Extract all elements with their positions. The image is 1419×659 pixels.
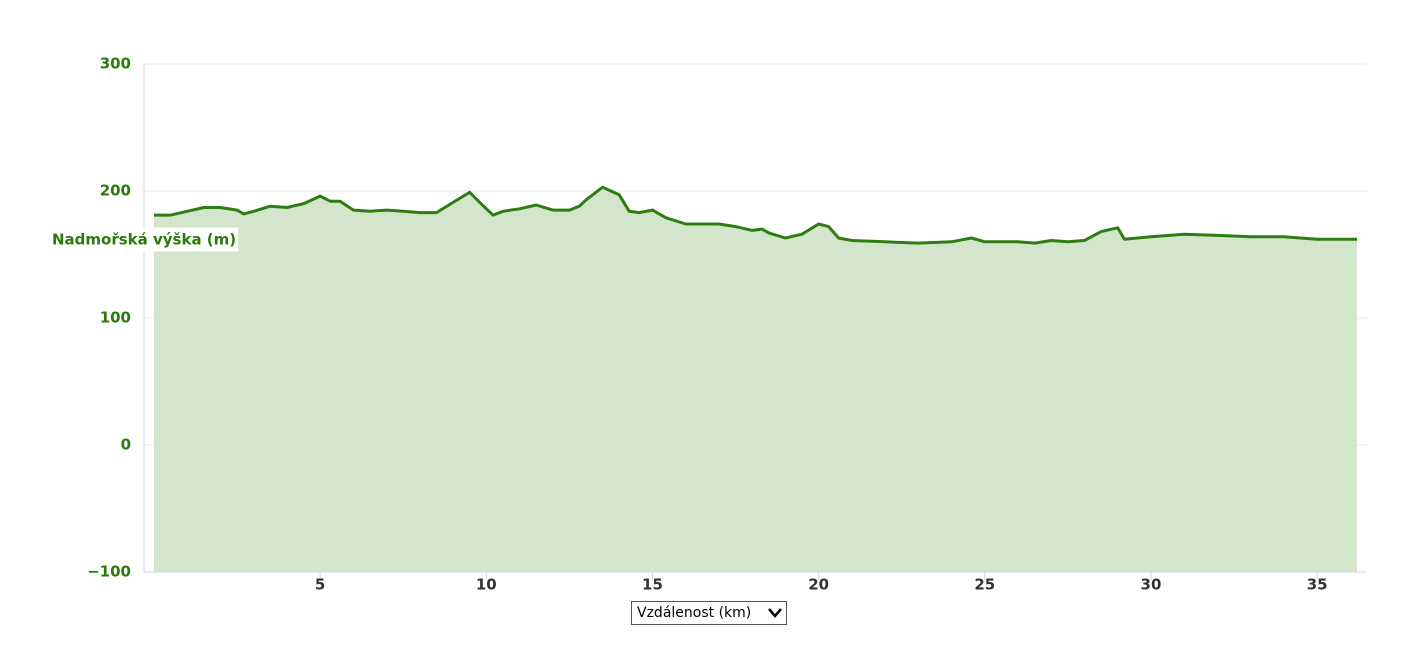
y-axis-title: Nadmořská výška (m)	[50, 227, 239, 252]
y-tick-label: 300	[100, 55, 131, 73]
y-tick-label: 100	[100, 309, 131, 327]
x-tick-label: 20	[808, 576, 829, 594]
y-tick-label: −100	[87, 563, 131, 581]
dropdown-arrow	[768, 608, 782, 618]
elevation-line	[154, 185, 1357, 245]
elevation-area	[154, 187, 1357, 572]
x-tick-label: 25	[974, 576, 995, 594]
x-tick-label: 15	[642, 576, 663, 594]
y-axis-title-bg	[50, 227, 239, 252]
x-tick-label: 10	[476, 576, 497, 594]
x-axis-label: Vzdálenost (km)	[637, 605, 752, 621]
y-tick-label: 0	[121, 436, 131, 454]
y-axis-title-text: Nadmořská výška (m)	[52, 231, 236, 249]
x-axis-selector[interactable]: Vzdálenost (km)	[631, 601, 787, 625]
x-tick-label: 30	[1141, 576, 1162, 594]
y-tick-label: 200	[100, 182, 131, 200]
x-tick-label: 5	[315, 576, 325, 594]
x-tick-label: 35	[1307, 576, 1328, 594]
